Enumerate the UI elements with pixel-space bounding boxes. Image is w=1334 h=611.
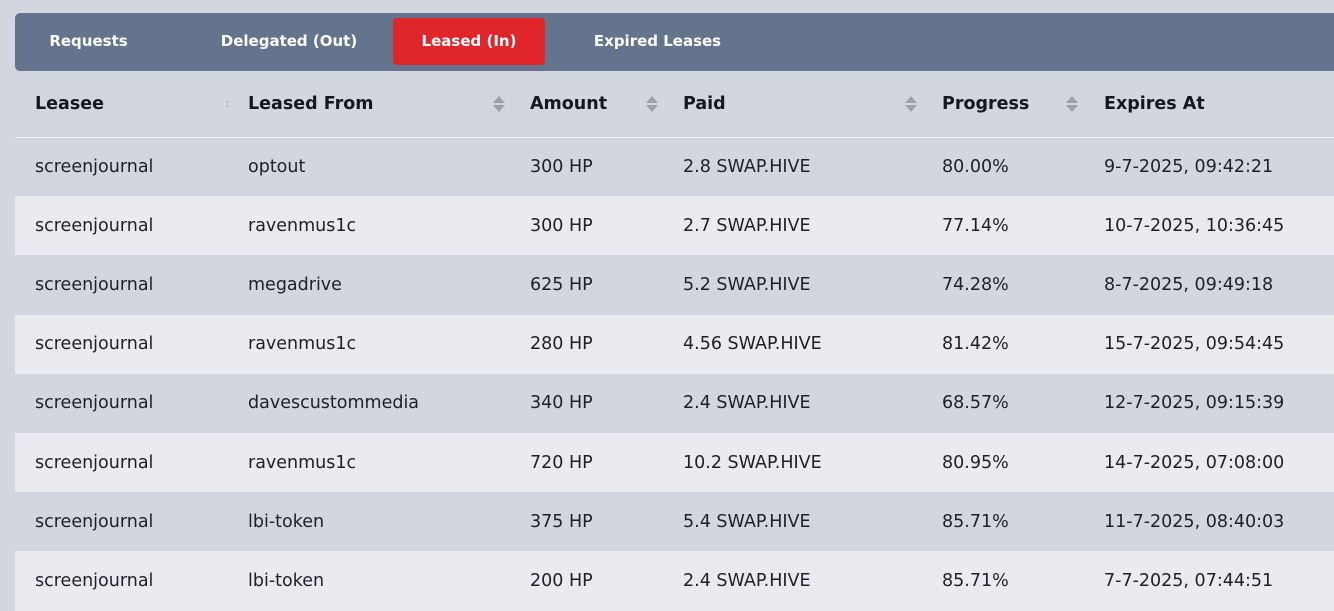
table-row: screenjournal ravenmus1c 300 HP 2.7 SWAP… — [15, 196, 1334, 256]
cell-progress: 80.95% — [922, 432, 1084, 493]
table-row: screenjournal ravenmus1c 720 HP 10.2 SWA… — [15, 432, 1334, 493]
cell-progress: 74.28% — [922, 255, 1084, 315]
table-row: screenjournal optout 300 HP 2.8 SWAP.HIV… — [15, 137, 1334, 197]
cell-leasee: screenjournal — [15, 137, 228, 197]
tab-bar: Requests Delegated (Out) Leased (In) Exp… — [15, 13, 1334, 71]
cell-paid: 5.4 SWAP.HIVE — [663, 492, 922, 552]
cell-leased-from: davescustommedia — [228, 373, 510, 433]
cell-paid: 2.8 SWAP.HIVE — [663, 137, 922, 197]
cell-progress: 77.14% — [922, 196, 1084, 256]
cell-leasee: screenjournal — [15, 492, 228, 552]
tab-expired-leases[interactable]: Expired Leases — [593, 32, 722, 50]
column-header-label: Leased From — [248, 93, 374, 114]
cell-progress: 85.71% — [922, 551, 1084, 611]
cell-leased-from: optout — [228, 137, 510, 197]
column-header-expires-at[interactable]: Expires At — [1084, 71, 1334, 138]
column-header-progress[interactable]: Progress — [922, 71, 1084, 138]
column-header-label: Expires At — [1104, 93, 1205, 114]
cell-progress: 80.00% — [922, 137, 1084, 197]
cell-expires-at: 12-7-2025, 09:15:39 — [1084, 373, 1334, 433]
cell-leased-from: ravenmus1c — [228, 196, 510, 256]
leases-table: Leasee Leased From Amount Paid Progress — [15, 71, 1334, 611]
cell-leasee: screenjournal — [15, 255, 228, 315]
cell-leased-from: ravenmus1c — [228, 314, 510, 374]
cell-progress: 85.71% — [922, 492, 1084, 552]
cell-amount: 280 HP — [510, 314, 663, 374]
column-header-paid[interactable]: Paid — [663, 71, 922, 138]
sort-icon[interactable] — [905, 95, 917, 113]
cell-expires-at: 15-7-2025, 09:54:45 — [1084, 314, 1334, 374]
cell-amount: 200 HP — [510, 551, 663, 611]
cell-expires-at: 11-7-2025, 08:40:03 — [1084, 492, 1334, 552]
sort-icon[interactable] — [646, 95, 658, 113]
cell-paid: 2.4 SWAP.HIVE — [663, 551, 922, 611]
sort-icon[interactable] — [493, 95, 505, 113]
cell-expires-at: 8-7-2025, 09:49:18 — [1084, 255, 1334, 315]
cell-leased-from: lbi-token — [228, 492, 510, 552]
cell-paid: 4.56 SWAP.HIVE — [663, 314, 922, 374]
table-row: screenjournal davescustommedia 340 HP 2.… — [15, 373, 1334, 433]
cell-progress: 68.57% — [922, 373, 1084, 433]
cell-amount: 720 HP — [510, 432, 663, 493]
cell-leased-from: ravenmus1c — [228, 432, 510, 493]
cell-amount: 375 HP — [510, 492, 663, 552]
cell-amount: 340 HP — [510, 373, 663, 433]
cell-leasee: screenjournal — [15, 432, 228, 493]
cell-leasee: screenjournal — [15, 196, 228, 256]
cell-leasee: screenjournal — [15, 551, 228, 611]
sort-icon[interactable] — [1066, 95, 1078, 113]
cell-paid: 2.4 SWAP.HIVE — [663, 373, 922, 433]
cell-amount: 300 HP — [510, 196, 663, 256]
leases-panel: Requests Delegated (Out) Leased (In) Exp… — [15, 13, 1334, 611]
column-header-label: Leasee — [35, 93, 104, 114]
cell-leasee: screenjournal — [15, 373, 228, 433]
tab-leased-in[interactable]: Leased (In) — [393, 18, 545, 65]
cell-expires-at: 9-7-2025, 09:42:21 — [1084, 137, 1334, 197]
cell-leased-from: lbi-token — [228, 551, 510, 611]
tab-requests[interactable]: Requests — [49, 32, 128, 50]
table-header-row: Leasee Leased From Amount Paid Progress — [15, 71, 1334, 138]
column-header-leasee[interactable]: Leasee — [15, 71, 238, 138]
cell-progress: 81.42% — [922, 314, 1084, 374]
cell-paid: 2.7 SWAP.HIVE — [663, 196, 922, 256]
cell-leasee: screenjournal — [15, 314, 228, 374]
cell-leased-from: megadrive — [228, 255, 510, 315]
cell-paid: 5.2 SWAP.HIVE — [663, 255, 922, 315]
cell-expires-at: 7-7-2025, 07:44:51 — [1084, 551, 1334, 611]
cell-amount: 300 HP — [510, 137, 663, 197]
column-header-label: Amount — [530, 93, 608, 114]
column-header-amount[interactable]: Amount — [510, 71, 663, 138]
cell-expires-at: 10-7-2025, 10:36:45 — [1084, 196, 1334, 256]
table-row: screenjournal megadrive 625 HP 5.2 SWAP.… — [15, 255, 1334, 315]
column-header-label: Progress — [942, 93, 1030, 114]
column-header-leased-from[interactable]: Leased From — [228, 71, 510, 138]
cell-paid: 10.2 SWAP.HIVE — [663, 432, 922, 493]
cell-expires-at: 14-7-2025, 07:08:00 — [1084, 432, 1334, 493]
tab-delegated-out[interactable]: Delegated (Out) — [220, 32, 358, 50]
table-row: screenjournal lbi-token 375 HP 5.4 SWAP.… — [15, 492, 1334, 552]
table-row: screenjournal ravenmus1c 280 HP 4.56 SWA… — [15, 314, 1334, 374]
column-header-label: Paid — [683, 93, 726, 114]
cell-amount: 625 HP — [510, 255, 663, 315]
table-row: screenjournal lbi-token 200 HP 2.4 SWAP.… — [15, 551, 1334, 611]
